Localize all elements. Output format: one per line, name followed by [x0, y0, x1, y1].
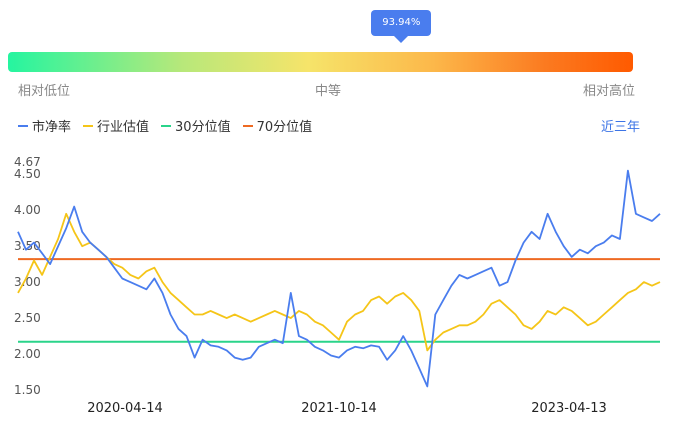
- y-tick-label: 1.50: [14, 383, 41, 397]
- y-tick-label: 4.67: [14, 155, 41, 169]
- y-tick-label: 4.50: [14, 167, 41, 181]
- x-tick-label: 2020-04-14: [87, 401, 163, 416]
- y-tick-label: 4.00: [14, 203, 41, 217]
- x-tick-label: 2023-04-13: [531, 401, 607, 416]
- y-tick-label: 2.00: [14, 347, 41, 361]
- legend-item-p70[interactable]: 70分位值: [242, 116, 313, 135]
- percentile-bubble: 93.94%: [371, 10, 432, 43]
- gauge-low-label: 相对低位: [18, 84, 71, 99]
- legend-item-pb[interactable]: 市净率: [18, 116, 71, 135]
- legend-swatch-p70: [242, 124, 253, 127]
- y-tick-label: 2.50: [14, 311, 41, 325]
- valuation-gauge-bar: [8, 52, 633, 72]
- legend-item-industry[interactable]: 行业估值: [83, 116, 149, 135]
- legend-item-p30[interactable]: 30分位值: [161, 116, 231, 135]
- legend-swatch-p30: [161, 124, 172, 127]
- legend-label-pb: 市净率: [32, 120, 72, 135]
- gauge-mid-label: 中等: [315, 84, 342, 99]
- legend-label-industry: 行业估值: [97, 120, 150, 135]
- chart-legend: 市净率 行业估值 30分位值 70分位值: [18, 116, 312, 135]
- y-tick-label: 3.00: [14, 275, 41, 289]
- legend-swatch-industry: [83, 124, 94, 127]
- legend-label-p30: 30分位值: [175, 120, 231, 135]
- series-line-pb: [17, 169, 661, 388]
- legend-label-p70: 70分位值: [256, 120, 313, 135]
- time-range-selector[interactable]: 近三年: [600, 120, 640, 135]
- x-tick-label: 2021-10-14: [301, 401, 377, 416]
- series-line-industry: [17, 212, 661, 352]
- legend-swatch-pb: [18, 124, 28, 127]
- gauge-high-label: 相对高位: [583, 84, 636, 99]
